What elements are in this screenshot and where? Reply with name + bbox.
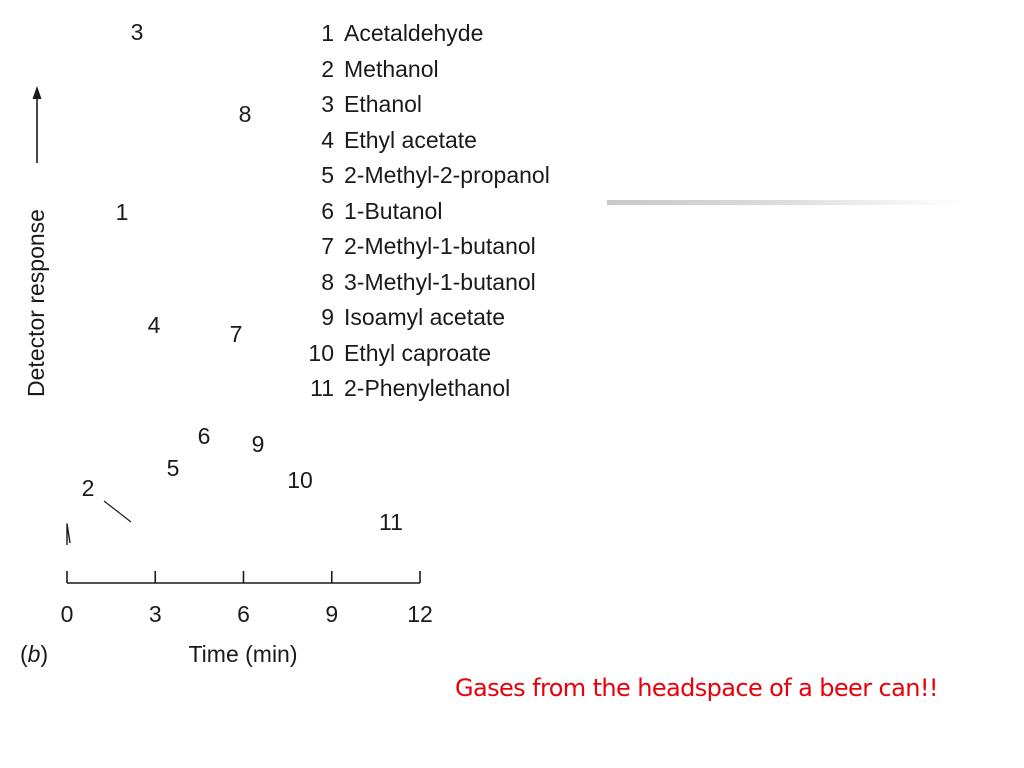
legend-item: 6 1-Butanol: [296, 194, 550, 230]
peak-label: 6: [198, 423, 211, 449]
peak-label: 8: [239, 101, 252, 127]
legend-item: 5 2-Methyl-2-propanol: [296, 158, 550, 194]
legend-item-number: 3: [321, 91, 334, 117]
peak-label: 9: [252, 431, 265, 457]
compound-legend: 1 Acetaldehyde 2 Methanol 3 Ethanol 4 Ethyl ace…: [296, 16, 550, 407]
legend-item: 7 2-Methyl-1-butanol: [296, 229, 550, 265]
legend-item-number: 8: [321, 268, 334, 295]
x-tick-label: 6: [237, 601, 250, 627]
x-tick-label: 12: [407, 601, 433, 627]
legend-item-name: 3-Methyl-1-butanol: [344, 268, 536, 295]
legend-item: 4 Ethyl acetate: [296, 123, 550, 159]
trace-line: [66, 523, 71, 545]
legend-item-name: Ethyl caproate: [344, 339, 492, 366]
panel-letter: b: [28, 641, 41, 667]
legend-item-number: 10: [308, 339, 334, 366]
x-tick-label: 9: [325, 601, 338, 627]
legend-item: 1 Acetaldehyde: [296, 16, 550, 52]
legend-item: 11 2-Phenylethanol: [296, 371, 550, 407]
legend-item-number: 2: [321, 55, 334, 82]
legend-item-name: Methanol: [344, 55, 439, 82]
peak-label: 1: [116, 199, 129, 225]
x-tick-label: 0: [61, 601, 74, 627]
x-axis-label: Time (min): [188, 641, 297, 667]
legend-item-name: Ethanol: [344, 91, 423, 117]
decorative-divider: [607, 200, 962, 205]
legend-item: 9 Isoamyl acetate: [296, 300, 550, 336]
peak-label: 5: [167, 455, 180, 481]
y-axis-label: Detector response: [23, 209, 49, 397]
peak-label: 11: [379, 509, 403, 535]
chromatogram-trace: [66, 523, 71, 545]
legend-item-number: 9: [321, 304, 334, 330]
legend-item-number: 11: [310, 375, 334, 401]
legend-item-name: Isoamyl acetate: [344, 304, 506, 330]
peak-label: 2: [82, 475, 95, 501]
legend-item-number: 1: [321, 20, 334, 46]
peak-label: 3: [131, 19, 144, 45]
y-axis-arrow-head: [32, 86, 42, 99]
x-tick-label: 3: [149, 601, 162, 627]
legend-item: 8 3-Methyl-1-butanol: [296, 265, 550, 301]
legend-item-name: 2-Methyl-2-propanol: [344, 162, 550, 188]
peak-label: 7: [230, 321, 243, 347]
peak-label: 4: [148, 312, 161, 338]
legend-item-name: 2-Methyl-1-butanol: [344, 233, 536, 259]
peak-2-leader-line: [103, 500, 132, 523]
panel-label: (b): [20, 641, 48, 667]
legend-item-number: 7: [321, 233, 334, 259]
legend-item-name: Ethyl acetate: [344, 126, 477, 153]
legend-item: 10 Ethyl caproate: [296, 336, 550, 372]
legend-item: 3 Ethanol: [296, 87, 550, 123]
x-axis: 0 3 6 9 12: [61, 571, 433, 627]
legend-item-number: 5: [321, 162, 334, 188]
peak-label: 10: [287, 467, 313, 493]
legend-item-name: 1-Butanol: [344, 197, 443, 224]
legend-item: 2 Methanol: [296, 52, 550, 88]
legend-item-name: Acetaldehyde: [344, 20, 484, 46]
legend-item-name: 2-Phenylethanol: [344, 375, 511, 401]
legend-item-number: 4: [321, 126, 334, 153]
caption-text: Gases from the headspace of a beer can!!: [455, 674, 938, 702]
y-axis-label-group: Detector response: [23, 86, 49, 397]
legend-item-number: 6: [321, 197, 334, 224]
